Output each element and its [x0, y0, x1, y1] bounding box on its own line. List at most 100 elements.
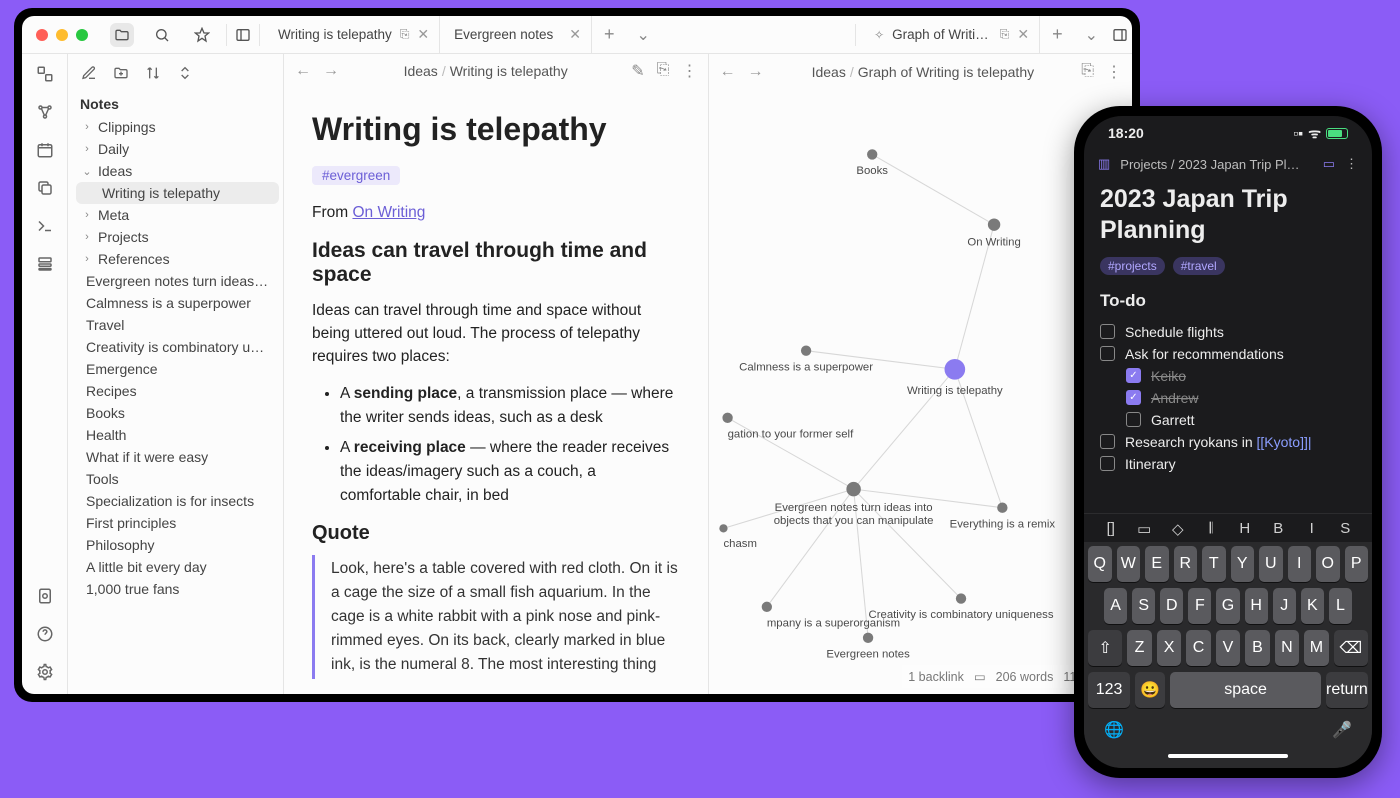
todo-item[interactable]: Research ryokans in [[Kyoto]]| [1100, 431, 1356, 453]
document-body[interactable]: Writing is telepathy #evergreen From On … [284, 89, 708, 694]
more-icon[interactable]: ⋮ [1106, 62, 1122, 82]
sidebar-toggle-icon[interactable]: ▥ [1098, 156, 1110, 172]
link-icon[interactable]: ⎘ [1081, 62, 1094, 82]
tree-file[interactable]: Tools [76, 468, 279, 490]
graph-node[interactable] [846, 482, 860, 496]
edit-mode-icon[interactable]: ✎ [631, 61, 644, 81]
tree-file[interactable]: Creativity is combinatory u… [76, 336, 279, 358]
tree-folder[interactable]: ›Clippings [76, 116, 279, 138]
toolbar-button[interactable]: S [1333, 520, 1357, 538]
toolbar-button[interactable]: [] [1099, 520, 1123, 538]
back-button[interactable]: ← [719, 63, 737, 81]
phone-document[interactable]: 2023 Japan Trip Planning #projects#trave… [1084, 178, 1372, 481]
tree-file[interactable]: Books [76, 402, 279, 424]
todo-item[interactable]: Itinerary [1100, 453, 1356, 475]
key-O[interactable]: O [1316, 546, 1340, 582]
new-folder-icon[interactable] [112, 64, 130, 82]
more-icon[interactable]: ⋮ [1345, 156, 1358, 172]
mic-icon[interactable]: 🎤 [1332, 720, 1352, 740]
settings-icon[interactable] [35, 662, 55, 682]
graph-view[interactable]: BooksOn WritingWriting is telepathyCalmn… [709, 90, 1133, 694]
file-browser-icon[interactable] [110, 23, 134, 47]
checkbox[interactable]: ✓ [1126, 368, 1141, 383]
tag-evergreen[interactable]: #evergreen [312, 166, 400, 185]
key-A[interactable]: A [1104, 588, 1127, 624]
key-L[interactable]: L [1329, 588, 1352, 624]
checkbox[interactable] [1100, 346, 1115, 361]
key-J[interactable]: J [1273, 588, 1296, 624]
close-icon[interactable]: ✕ [417, 26, 429, 43]
key-Y[interactable]: Y [1231, 546, 1255, 582]
reading-mode-icon[interactable]: ▭ [1323, 156, 1335, 172]
key-return[interactable]: return [1326, 672, 1368, 708]
todo-item[interactable]: ✓Keiko [1100, 365, 1356, 387]
graph-node[interactable] [987, 218, 999, 230]
key-B[interactable]: B [1245, 630, 1269, 666]
graph-node[interactable] [862, 633, 872, 643]
collapse-icon[interactable] [176, 64, 194, 82]
key-G[interactable]: G [1216, 588, 1239, 624]
toolbar-button[interactable]: I [1300, 520, 1324, 538]
graph-node[interactable] [761, 602, 771, 612]
graph-node[interactable] [722, 413, 732, 423]
key-X[interactable]: X [1157, 630, 1181, 666]
graph-node[interactable] [867, 149, 877, 159]
tree-file[interactable]: Specialization is for insects [76, 490, 279, 512]
tab-evergreen[interactable]: Evergreen notes ✕ [440, 16, 592, 53]
key-Z[interactable]: Z [1127, 630, 1151, 666]
tree-folder[interactable]: ⌄Ideas [76, 160, 279, 182]
calendar-icon[interactable] [35, 140, 55, 160]
key-I[interactable]: I [1288, 546, 1312, 582]
tree-file[interactable]: Writing is telepathy [76, 182, 279, 204]
close-icon[interactable]: ✕ [569, 26, 581, 43]
help-icon[interactable] [35, 624, 55, 644]
on-writing-link[interactable]: On Writing [352, 204, 425, 221]
close-window-button[interactable] [36, 29, 48, 41]
key-M[interactable]: M [1304, 630, 1328, 666]
star-icon[interactable] [190, 23, 214, 47]
template-icon[interactable] [35, 254, 55, 274]
breadcrumb[interactable]: Ideas/Writing is telepathy [350, 63, 621, 79]
back-button[interactable]: ← [294, 62, 312, 80]
tree-file[interactable]: Recipes [76, 380, 279, 402]
tree-file[interactable]: Evergreen notes turn ideas… [76, 270, 279, 292]
key-delete[interactable]: ⌫ [1334, 630, 1368, 666]
key-K[interactable]: K [1301, 588, 1324, 624]
breadcrumb[interactable]: Ideas/Graph of Writing is telepathy [775, 64, 1072, 80]
reading-mode-icon[interactable]: ▭ [974, 669, 986, 684]
graph-view-icon[interactable] [35, 102, 55, 122]
home-indicator[interactable] [1168, 754, 1288, 758]
tree-folder[interactable]: ›Projects [76, 226, 279, 248]
new-tab-button[interactable]: + [1040, 24, 1075, 45]
new-note-icon[interactable] [80, 64, 98, 82]
checkbox[interactable]: ✓ [1126, 390, 1141, 405]
todo-item[interactable]: ✓Andrew [1100, 387, 1356, 409]
toolbar-button[interactable]: B [1266, 520, 1290, 538]
graph-node[interactable] [719, 524, 727, 532]
key-Q[interactable]: Q [1088, 546, 1112, 582]
more-icon[interactable]: ⋮ [682, 61, 698, 81]
key-P[interactable]: P [1345, 546, 1369, 582]
checkbox[interactable] [1100, 324, 1115, 339]
tab-menu-chevron-icon[interactable]: ⌄ [1075, 25, 1108, 45]
globe-icon[interactable]: 🌐 [1104, 720, 1124, 740]
tree-file[interactable]: Travel [76, 314, 279, 336]
key-D[interactable]: D [1160, 588, 1183, 624]
new-tab-button[interactable]: + [592, 24, 627, 45]
link-icon[interactable]: ⎘ [657, 61, 670, 81]
quick-switcher-icon[interactable] [35, 64, 55, 84]
todo-item[interactable]: Ask for recommendations [1100, 343, 1356, 365]
key-W[interactable]: W [1117, 546, 1141, 582]
tree-folder[interactable]: ›References [76, 248, 279, 270]
maximize-window-button[interactable] [76, 29, 88, 41]
tab-graph[interactable]: ✧ Graph of Writing is t ⎘ ✕ [860, 16, 1040, 53]
sort-icon[interactable] [144, 64, 162, 82]
tree-file[interactable]: Philosophy [76, 534, 279, 556]
terminal-icon[interactable] [35, 216, 55, 236]
wikilink[interactable]: [[Kyoto]] [1257, 434, 1308, 450]
todo-item[interactable]: Schedule flights [1100, 321, 1356, 343]
sidebar-toggle-icon[interactable] [231, 23, 255, 47]
forward-button[interactable]: → [747, 63, 765, 81]
key-F[interactable]: F [1188, 588, 1211, 624]
graph-node[interactable] [997, 503, 1007, 513]
